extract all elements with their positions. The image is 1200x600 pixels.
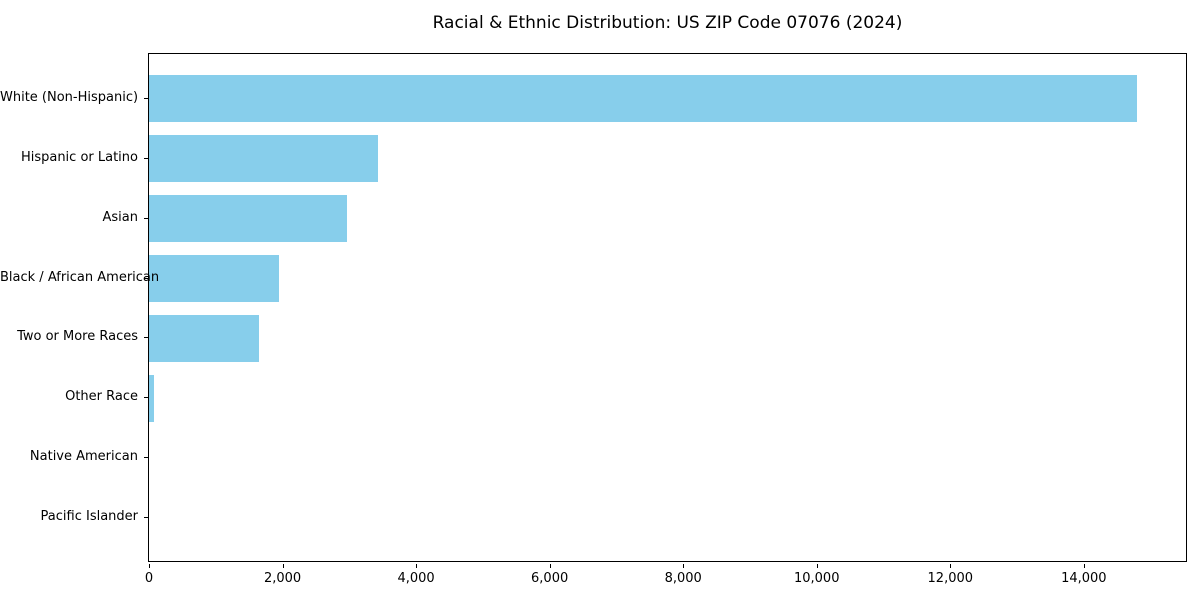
x-tick-label-3: 6,000 (531, 571, 569, 586)
x-tick-label-7: 14,000 (1061, 571, 1107, 586)
y-tick-label-7: Pacific Islander (40, 509, 138, 525)
y-tick-mark-4 (144, 337, 148, 339)
x-tick-mark-7 (1083, 564, 1085, 568)
y-tick-mark-5 (144, 397, 148, 399)
x-tick-mark-4 (683, 564, 685, 568)
y-tick-mark-0 (144, 97, 148, 99)
x-tick-mark-6 (950, 564, 952, 568)
x-tick-mark-0 (149, 564, 150, 568)
x-tick-label-0: 0 (144, 571, 154, 586)
bar-4 (149, 314, 260, 362)
y-tick-mark-3 (144, 277, 148, 279)
x-tick-label-6: 12,000 (927, 571, 974, 586)
x-tick-label-5: 10,000 (793, 571, 840, 586)
y-tick-label-1: Hispanic or Latino (20, 149, 138, 165)
x-tick-mark-1 (282, 564, 284, 568)
bar-0 (149, 75, 1138, 123)
y-tick-label-5: Other Race (65, 389, 138, 405)
bar-3 (149, 255, 280, 303)
bar-5 (149, 374, 154, 422)
y-tick-label-6: Native American (29, 449, 138, 465)
x-tick-mark-5 (816, 564, 818, 568)
x-tick-mark-2 (416, 564, 418, 568)
y-tick-mark-1 (144, 157, 148, 159)
x-tick-mark-3 (549, 564, 551, 568)
y-tick-mark-7 (144, 517, 148, 519)
x-tick-label-2: 4,000 (397, 571, 435, 586)
y-tick-mark-6 (144, 457, 148, 459)
y-tick-label-2: Asian (102, 209, 138, 225)
bar-2 (149, 195, 348, 243)
y-tick-mark-2 (144, 217, 148, 219)
y-tick-label-3: Black / African American (0, 269, 160, 285)
bars-layer (149, 54, 1186, 561)
x-tick-label-1: 2,000 (263, 571, 302, 586)
chart-title: Racial & Ethnic Distribution: US ZIP Cod… (432, 13, 903, 33)
y-tick-label-0: White (Non-Hispanic) (0, 89, 139, 105)
y-tick-label-4: Two or More Races (17, 329, 138, 345)
bar-1 (149, 135, 379, 183)
x-tick-label-4: 8,000 (664, 571, 702, 586)
plot-area (148, 53, 1187, 562)
